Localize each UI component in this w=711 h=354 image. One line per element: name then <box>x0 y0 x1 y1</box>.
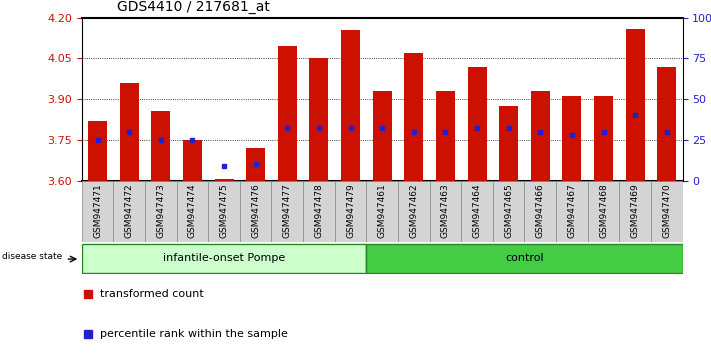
Bar <box>651 181 683 242</box>
Text: GSM947463: GSM947463 <box>441 184 450 238</box>
Bar <box>88 121 107 181</box>
Bar <box>531 91 550 181</box>
Bar <box>303 181 335 242</box>
Bar <box>246 148 265 181</box>
Bar <box>525 181 556 242</box>
Text: GSM947474: GSM947474 <box>188 184 197 238</box>
Text: transformed count: transformed count <box>100 289 203 299</box>
Bar <box>309 58 328 181</box>
Bar <box>183 140 202 181</box>
Text: percentile rank within the sample: percentile rank within the sample <box>100 329 288 339</box>
Text: GSM947473: GSM947473 <box>156 184 166 238</box>
Bar <box>588 181 619 242</box>
Bar <box>278 46 296 181</box>
Text: GSM947470: GSM947470 <box>662 184 671 238</box>
Text: control: control <box>505 253 544 263</box>
Bar <box>145 181 176 242</box>
Bar <box>398 181 429 242</box>
Bar <box>619 181 651 242</box>
Text: GSM947479: GSM947479 <box>346 184 355 238</box>
Text: GSM947472: GSM947472 <box>124 184 134 238</box>
Bar <box>240 181 272 242</box>
Bar <box>562 96 582 181</box>
Bar <box>626 29 645 181</box>
Bar <box>429 181 461 242</box>
Text: GSM947477: GSM947477 <box>283 184 292 238</box>
Bar <box>657 67 676 181</box>
Text: GSM947461: GSM947461 <box>378 184 387 238</box>
Bar <box>151 111 171 181</box>
Bar <box>556 181 588 242</box>
Text: GSM947478: GSM947478 <box>314 184 324 238</box>
Bar <box>341 30 360 181</box>
Text: GSM947464: GSM947464 <box>473 184 481 238</box>
Text: disease state: disease state <box>1 252 62 261</box>
Bar <box>215 179 233 181</box>
Bar <box>113 181 145 242</box>
Bar <box>272 181 303 242</box>
Bar <box>208 181 240 242</box>
Bar <box>594 96 613 181</box>
Bar <box>405 53 423 181</box>
Text: GSM947467: GSM947467 <box>567 184 577 238</box>
Text: GDS4410 / 217681_at: GDS4410 / 217681_at <box>117 0 270 14</box>
Bar <box>366 244 683 273</box>
Text: GSM947468: GSM947468 <box>599 184 608 238</box>
Bar <box>82 181 113 242</box>
Bar <box>461 181 493 242</box>
Text: GSM947476: GSM947476 <box>251 184 260 238</box>
Text: GSM947462: GSM947462 <box>410 184 418 238</box>
Text: GSM947469: GSM947469 <box>631 184 640 238</box>
Bar <box>335 181 366 242</box>
Text: GSM947475: GSM947475 <box>220 184 228 238</box>
Bar <box>82 244 366 273</box>
Text: infantile-onset Pompe: infantile-onset Pompe <box>163 253 285 263</box>
Text: GSM947471: GSM947471 <box>93 184 102 238</box>
Bar <box>176 181 208 242</box>
Bar <box>119 83 139 181</box>
Bar <box>366 181 398 242</box>
Bar <box>468 67 486 181</box>
Bar <box>436 91 455 181</box>
Bar <box>373 91 392 181</box>
Bar <box>493 181 525 242</box>
Text: GSM947466: GSM947466 <box>536 184 545 238</box>
Bar <box>499 106 518 181</box>
Text: GSM947465: GSM947465 <box>504 184 513 238</box>
